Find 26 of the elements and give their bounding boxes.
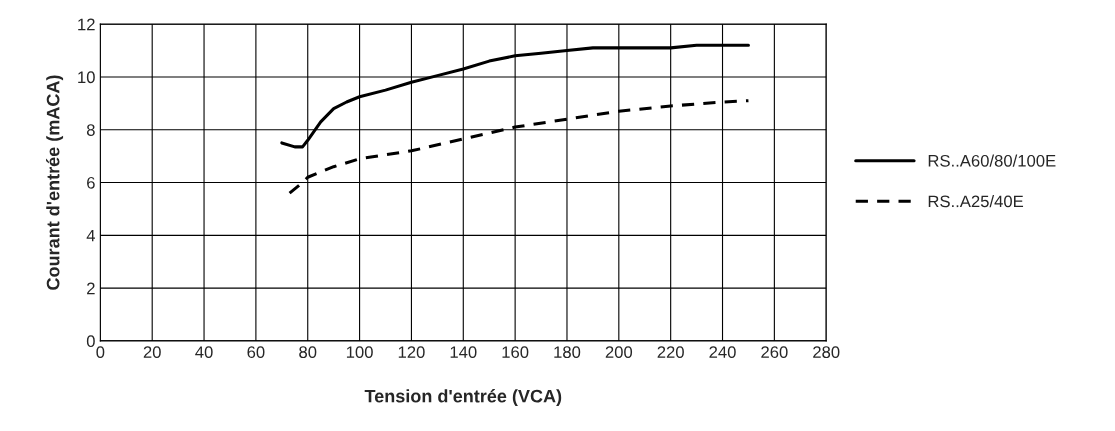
x-tick-label: 140 [450, 346, 477, 359]
y-tick-label: 4 [86, 229, 95, 242]
x-tick-label: 100 [346, 346, 373, 359]
x-tick-label: 0 [96, 346, 105, 359]
legend-label: RS..A25/40E [928, 195, 1024, 208]
x-tick-label: 180 [554, 346, 581, 359]
y-axis-title: Courant d'entrée (mACA) [46, 75, 64, 290]
y-tick-label: 6 [87, 176, 95, 189]
y-tick-label: 0 [86, 335, 95, 348]
x-tick-label: 220 [657, 346, 684, 359]
legend-label: RS..A60/80/100E [928, 154, 1056, 167]
x-tick-label: 160 [502, 346, 529, 359]
y-tick-label: 2 [87, 282, 95, 295]
x-tick-label: 260 [761, 346, 788, 359]
x-axis-title: Tension d'entrée (VCA) [364, 389, 562, 407]
x-tick-label: 240 [709, 346, 736, 359]
x-tick-label: 280 [813, 346, 840, 359]
x-tick-label: 60 [247, 346, 265, 359]
y-tick-label: 8 [86, 124, 95, 136]
x-tick-label: 80 [299, 346, 317, 359]
x-tick-label: 120 [398, 346, 425, 359]
y-tick-label: 12 [78, 18, 95, 31]
x-tick-label: 200 [605, 346, 633, 359]
x-tick-label: 20 [143, 346, 161, 359]
y-tick-label: 10 [78, 71, 95, 84]
x-tick-label: 40 [195, 346, 213, 359]
